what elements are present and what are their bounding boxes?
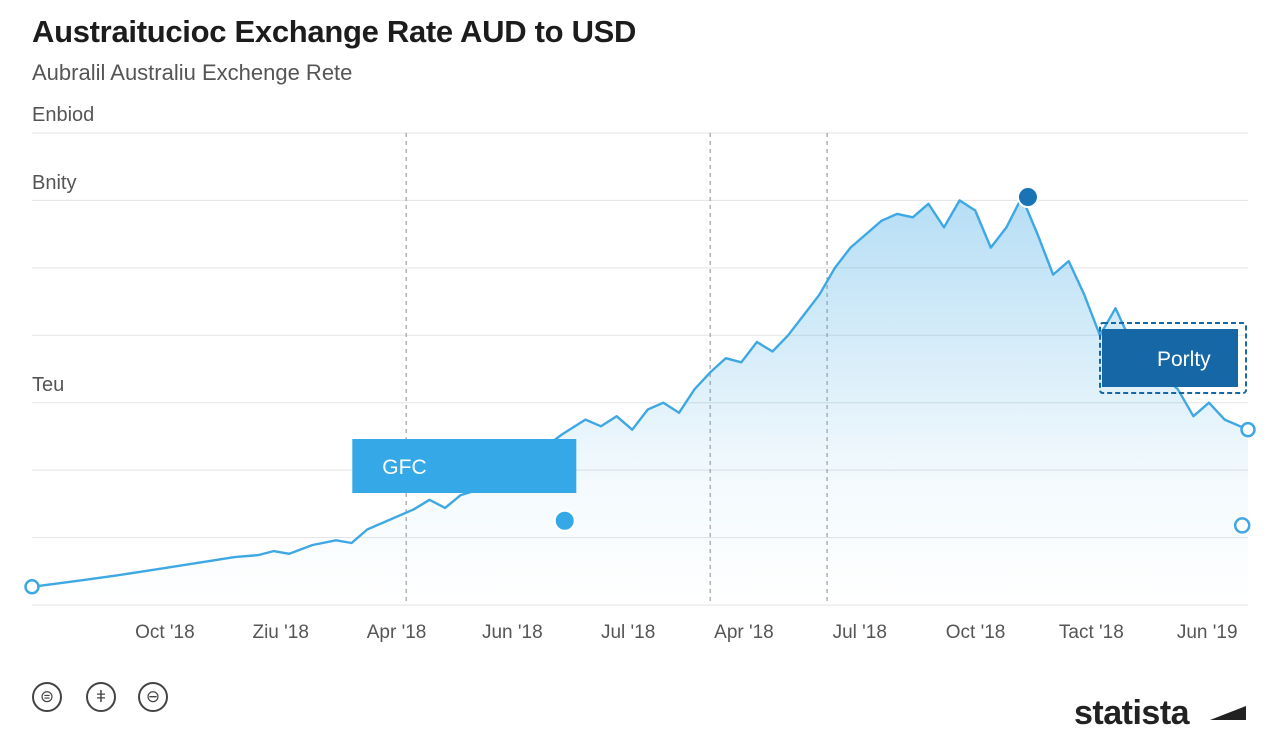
x-tick-label: Tact '18	[1059, 622, 1124, 643]
annotation-box	[352, 439, 577, 493]
highlight-point[interactable]	[1233, 517, 1251, 534]
annotation-gfc[interactable]: GFC	[352, 439, 577, 493]
x-tick-label: Jul '18	[601, 622, 655, 643]
series-end-point[interactable]	[1240, 421, 1256, 438]
series-start-point[interactable]	[24, 579, 40, 595]
x-tick-label: Jun '18	[482, 622, 543, 643]
highlight-point[interactable]	[1016, 186, 1039, 209]
annotation-label: Porlty	[1157, 348, 1211, 371]
equals-icon[interactable]: ⊖	[138, 682, 168, 712]
x-tick-label: Oct '18	[135, 622, 195, 643]
annotation-outline	[1099, 322, 1247, 394]
x-tick-label: Oct '18	[946, 622, 1006, 643]
chart-subtitle: Aubralil Australiu Exchenge Rete	[32, 60, 353, 85]
y-label-lower: Teu	[32, 374, 65, 396]
x-tick-label: Apr '18	[367, 622, 427, 643]
highlight-point[interactable]	[553, 509, 576, 532]
annotation-porlty[interactable]: Porlty	[1099, 322, 1247, 394]
annotation-box	[1102, 329, 1238, 387]
y-label-top: Enbiod	[32, 104, 95, 126]
series-line	[31, 195, 1249, 588]
brand-logo: statista	[1074, 694, 1190, 732]
x-tick-label: Apr '18	[714, 622, 774, 643]
license-icon[interactable]: ⊜	[32, 682, 62, 712]
series-area	[32, 197, 1248, 605]
x-tick-label: Ziu '18	[252, 622, 308, 643]
x-tick-label: Jun '19	[1177, 622, 1238, 643]
y-label-middle: Bnity	[32, 172, 77, 194]
info-icon[interactable]: ǂ	[86, 682, 116, 712]
x-tick-label: Jul '18	[833, 622, 887, 643]
chart-title: Austraitucioc Exchange Rate AUD to USD	[32, 14, 637, 49]
annotation-label: GFC	[382, 456, 426, 479]
